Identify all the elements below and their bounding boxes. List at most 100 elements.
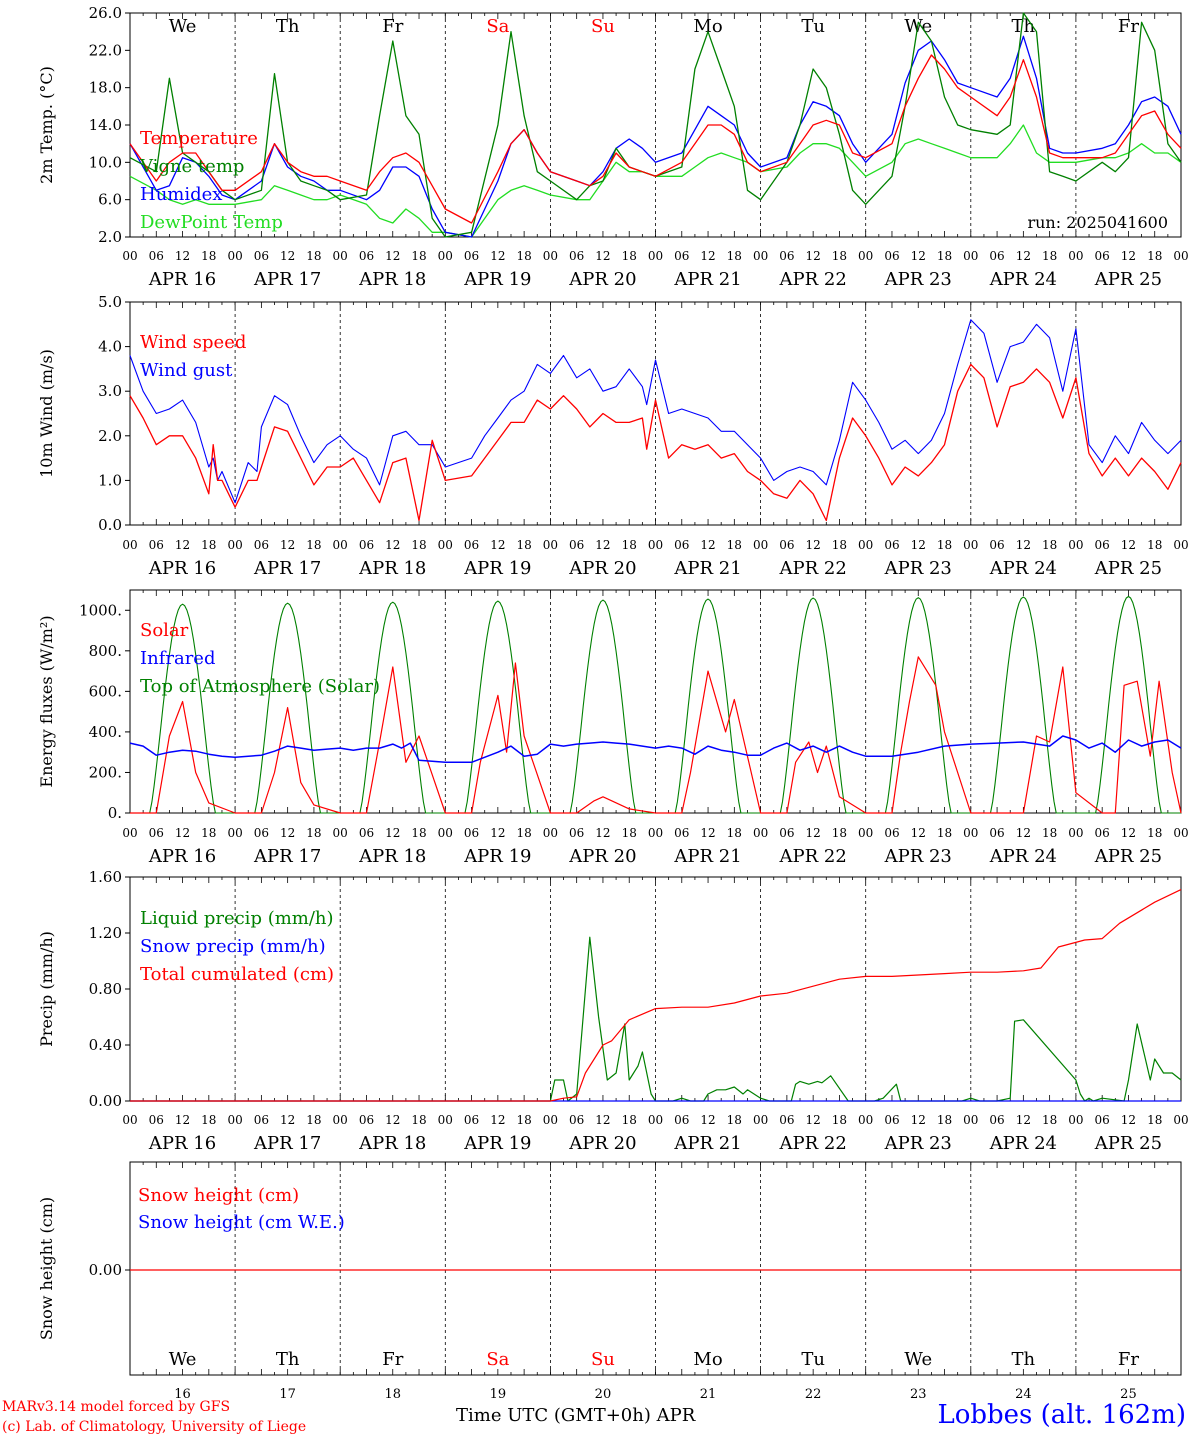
weekday-label: Th	[276, 1349, 300, 1370]
x-tick-label: 12	[1016, 249, 1031, 263]
date-label: APR 18	[358, 558, 426, 579]
panel-3-frame	[129, 589, 1182, 814]
x-tick-label: 12	[806, 826, 821, 840]
x-tick-label: 12	[175, 826, 190, 840]
station-name: Lobbes (alt. 162m)	[937, 1400, 1186, 1430]
x-tick-label: 18	[1147, 1113, 1162, 1127]
y-axis-label: Snow height (cm)	[37, 1197, 56, 1340]
x-tick-label: 00	[227, 1113, 242, 1127]
x-tick-label: 18	[411, 1113, 426, 1127]
x-tick-label: 12	[175, 249, 190, 263]
y-tick-label: 22.0	[89, 41, 122, 59]
weekday-label: Tu	[801, 1349, 825, 1370]
x-tick-label: 00	[543, 249, 558, 263]
x-tick-label: 06	[149, 538, 164, 552]
weekday-label: Th	[1012, 1349, 1036, 1370]
legend-entry: Infrared	[140, 648, 215, 669]
day-number-label: 17	[279, 1387, 296, 1402]
legend-entry: Snow height (cm W.E.)	[138, 1212, 345, 1233]
series-line-solar	[130, 656, 1182, 814]
x-tick-label: 06	[569, 538, 584, 552]
y-axis-label: Precip (mm/h)	[37, 931, 56, 1047]
x-tick-label: 06	[989, 538, 1004, 552]
x-tick-label: 12	[595, 826, 610, 840]
x-tick-label: 18	[516, 538, 531, 552]
y-tick-label: 0.0	[98, 516, 122, 534]
date-label: APR 17	[253, 1133, 321, 1154]
weekday-label: Th	[1012, 16, 1036, 37]
x-tick-label: 06	[1095, 538, 1110, 552]
y-tick-label: 400.	[89, 723, 122, 741]
x-tick-label: 06	[464, 826, 479, 840]
x-tick-label: 12	[490, 249, 505, 263]
y-tick-label: 1000.	[79, 601, 122, 619]
y-tick-label: 1.60	[89, 868, 122, 886]
x-tick-label: 12	[1016, 826, 1031, 840]
legend-entry: Temperature	[140, 128, 258, 149]
date-label: APR 21	[673, 558, 741, 579]
x-tick-label: 18	[727, 249, 742, 263]
x-tick-label: 06	[779, 249, 794, 263]
day-number-label: 25	[1120, 1387, 1137, 1402]
legend-entry: Top of Atmosphere (Solar)	[140, 676, 380, 697]
x-tick-label: 06	[779, 826, 794, 840]
date-label: APR 20	[568, 1133, 636, 1154]
x-tick-label: 00	[1173, 1113, 1188, 1127]
date-label: APR 23	[884, 1133, 952, 1154]
series-line-infrared	[129, 735, 1182, 764]
date-label: APR 20	[568, 269, 636, 290]
x-tick-label: 12	[911, 826, 926, 840]
x-tick-label: 18	[201, 538, 216, 552]
x-tick-label: 12	[280, 1113, 295, 1127]
x-tick-label: 18	[622, 826, 637, 840]
x-tick-label: 00	[1173, 826, 1188, 840]
y-tick-label: 600.	[89, 682, 122, 700]
weekday-label: Mo	[693, 1349, 722, 1370]
x-tick-label: 00	[438, 538, 453, 552]
x-tick-label: 12	[1121, 249, 1136, 263]
date-label: APR 16	[148, 269, 216, 290]
x-tick-label: 18	[1042, 826, 1057, 840]
x-tick-label: 00	[122, 826, 137, 840]
date-label: APR 22	[779, 846, 847, 867]
x-tick-label: 12	[1121, 538, 1136, 552]
x-tick-label: 00	[438, 826, 453, 840]
date-label: APR 23	[884, 558, 952, 579]
x-tick-label: 12	[280, 538, 295, 552]
x-tick-label: 18	[1147, 538, 1162, 552]
weekday-label: Sa	[486, 1349, 509, 1370]
x-tick-label: 00	[753, 249, 768, 263]
y-tick-label: 3.0	[98, 382, 122, 400]
y-tick-label: 0.00	[89, 1092, 122, 1110]
date-label: APR 16	[148, 558, 216, 579]
x-tick-label: 06	[884, 826, 899, 840]
x-tick-label: 12	[175, 1113, 190, 1127]
x-tick-label: 06	[1095, 826, 1110, 840]
legend-entry: Vigne temp	[139, 156, 244, 177]
date-label: APR 18	[358, 1133, 426, 1154]
x-tick-label: 06	[779, 1113, 794, 1127]
x-tick-label: 18	[727, 826, 742, 840]
x-tick-label: 18	[201, 249, 216, 263]
x-tick-label: 00	[227, 826, 242, 840]
x-tick-label: 06	[989, 826, 1004, 840]
x-tick-label: 12	[280, 826, 295, 840]
date-label: APR 16	[148, 846, 216, 867]
x-tick-label: 06	[674, 538, 689, 552]
x-tick-label: 12	[595, 1113, 610, 1127]
x-tick-label: 06	[464, 249, 479, 263]
weekday-label: Fr	[1118, 1349, 1139, 1370]
x-tick-label: 00	[333, 249, 348, 263]
date-label: APR 24	[989, 846, 1057, 867]
x-tick-label: 00	[753, 1113, 768, 1127]
x-tick-label: 12	[1121, 826, 1136, 840]
x-tick-label: 00	[333, 538, 348, 552]
day-number-label: 24	[1015, 1387, 1032, 1402]
x-tick-label: 00	[543, 538, 558, 552]
weekday-label: Th	[276, 16, 300, 37]
date-label: APR 21	[673, 1133, 741, 1154]
x-tick-label: 18	[1147, 249, 1162, 263]
x-tick-label: 12	[490, 1113, 505, 1127]
x-tick-label: 00	[963, 249, 978, 263]
